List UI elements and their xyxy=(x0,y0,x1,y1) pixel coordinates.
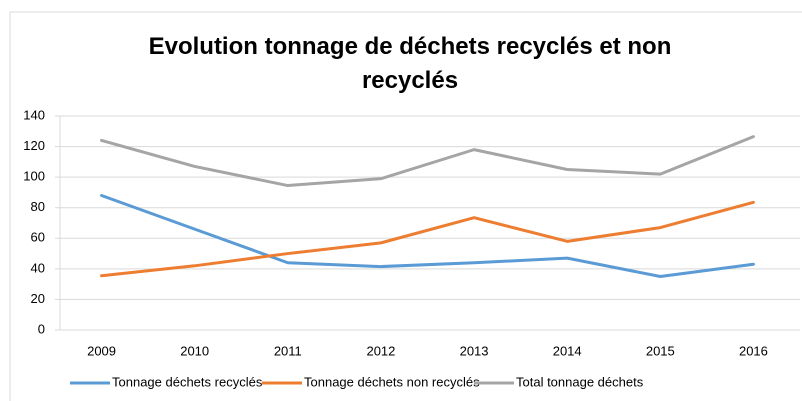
series-line xyxy=(100,200,755,278)
x-tick-label: 2010 xyxy=(180,343,209,358)
x-tick-label: 2013 xyxy=(460,343,489,358)
series-line xyxy=(100,135,755,188)
legend-label: Total tonnage déchets xyxy=(516,374,644,389)
x-tick-label: 2012 xyxy=(366,343,395,358)
x-tick-label: 2011 xyxy=(274,343,302,358)
x-tick-label: 2009 xyxy=(87,343,116,358)
y-tick-label: 20 xyxy=(31,291,45,306)
chart-title: Evolution tonnage de déchets recyclés et… xyxy=(148,33,672,94)
legend-label: Tonnage déchets recyclés xyxy=(112,374,263,389)
y-tick-label: 100 xyxy=(23,169,45,184)
x-tick-label: 2016 xyxy=(739,343,768,358)
x-tick-label: 2014 xyxy=(553,343,582,358)
y-tick-label: 120 xyxy=(23,138,45,153)
y-tick-label: 80 xyxy=(31,199,45,214)
y-tick-label: 140 xyxy=(23,107,45,122)
series-line xyxy=(100,193,755,278)
x-tick-label: 2015 xyxy=(646,343,675,358)
y-tick-label: 0 xyxy=(38,321,45,336)
legend-label: Tonnage déchets non recyclés xyxy=(304,374,480,389)
y-tick-label: 40 xyxy=(31,260,45,275)
y-tick-label: 60 xyxy=(31,230,45,245)
